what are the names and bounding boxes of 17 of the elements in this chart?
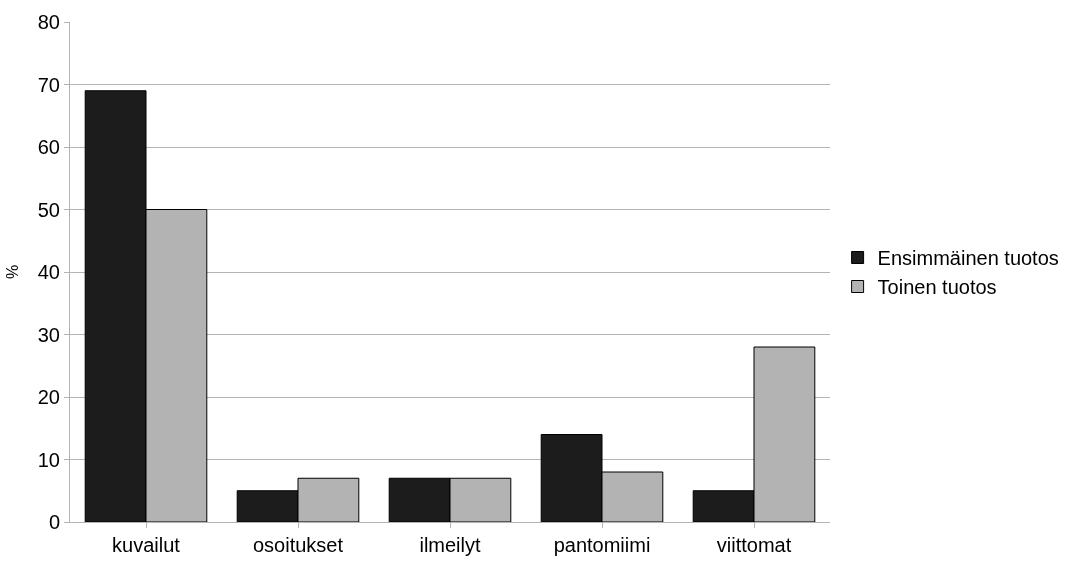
y-tick-label: 20 xyxy=(37,386,60,408)
y-tick-label: 50 xyxy=(37,198,60,221)
y-tick-label: 70 xyxy=(37,73,60,96)
x-tick-label: kuvailut xyxy=(112,534,181,556)
x-tick-label: pantomiimi xyxy=(553,534,651,556)
y-tick-label: 40 xyxy=(37,261,60,283)
y-tick-label: 80 xyxy=(37,11,60,33)
legend-label: Toinen tuotos xyxy=(877,276,997,299)
x-tick-label: osoitukset xyxy=(252,534,344,556)
y-axis-title: % xyxy=(3,264,21,280)
y-tick-label: 60 xyxy=(37,136,60,158)
x-tick-label: ilmeilyt xyxy=(419,534,481,556)
legend-label: Ensimmäinen tuotos xyxy=(877,247,1059,270)
x-tick-label: viittomat xyxy=(716,534,792,556)
y-tick-label: 10 xyxy=(37,448,60,471)
y-tick-label: 0 xyxy=(48,511,60,533)
y-tick-label: 30 xyxy=(37,323,60,346)
